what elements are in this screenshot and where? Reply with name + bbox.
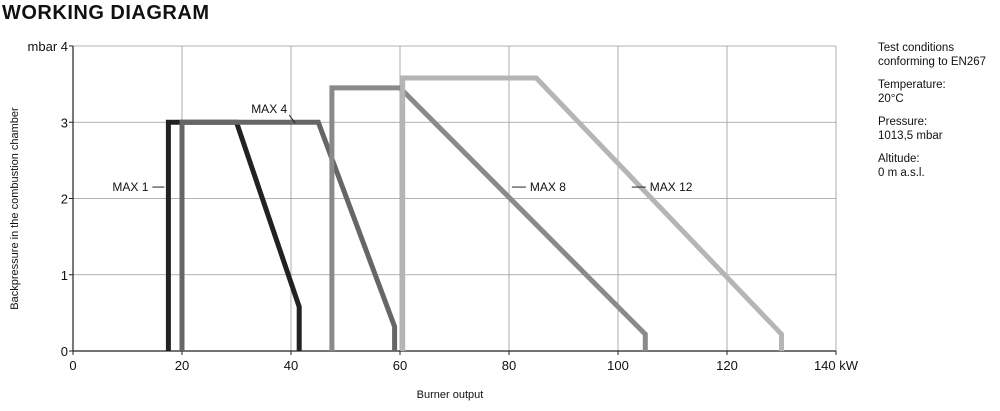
series-label-max-8: MAX 8 <box>530 180 566 194</box>
y-axis-title: Backpressure in the combustion chamber <box>9 107 21 310</box>
series-label-max-12: MAX 12 <box>650 180 693 194</box>
x-tick-label: 120 <box>716 358 738 373</box>
series-label-max-4: MAX 4 <box>251 102 287 116</box>
altitude-label: Altitude: <box>878 153 920 165</box>
pressure-label: Pressure: <box>878 116 928 128</box>
x-tick-label: 20 <box>175 358 189 373</box>
temperature-value: 20°C <box>878 93 904 105</box>
x-tick-label: 0 <box>69 358 76 373</box>
series-line-max-4 <box>179 119 398 351</box>
x-axis-title: Burner output <box>417 389 484 401</box>
temperature-note: Temperature: 20°C <box>878 78 993 106</box>
y-tick-label: 2 <box>61 192 68 207</box>
y-tick-label: mbar 4 <box>28 39 68 54</box>
x-tick-label: 140 kW <box>814 358 859 373</box>
chart-title: WORKING DIAGRAM <box>2 2 210 24</box>
y-tick-label: 3 <box>61 115 68 130</box>
x-tick-label: 80 <box>502 358 516 373</box>
series-line-max-12 <box>400 75 784 351</box>
x-tick-label: 60 <box>393 358 407 373</box>
y-tick-label: 1 <box>61 268 68 283</box>
y-tick-label: 0 <box>61 344 68 359</box>
x-tick-label: 100 <box>607 358 629 373</box>
altitude-value: 0 m a.s.l. <box>878 167 925 179</box>
temperature-label: Temperature: <box>878 79 946 91</box>
altitude-note: Altitude: 0 m a.s.l. <box>878 152 993 180</box>
series-label-max-1: MAX 1 <box>112 180 148 194</box>
test-conditions-text: Test conditions conforming to EN267 <box>878 42 987 68</box>
x-tick-label: 40 <box>284 358 298 373</box>
series-line-max-1 <box>165 119 302 351</box>
series-line-max-8 <box>329 85 648 351</box>
pressure-value: 1013,5 mbar <box>878 130 943 142</box>
pressure-note: Pressure: 1013,5 mbar <box>878 115 993 143</box>
test-conditions-notes: Test conditions conforming to EN267 Temp… <box>878 41 993 189</box>
leader-max-4 <box>288 114 296 124</box>
